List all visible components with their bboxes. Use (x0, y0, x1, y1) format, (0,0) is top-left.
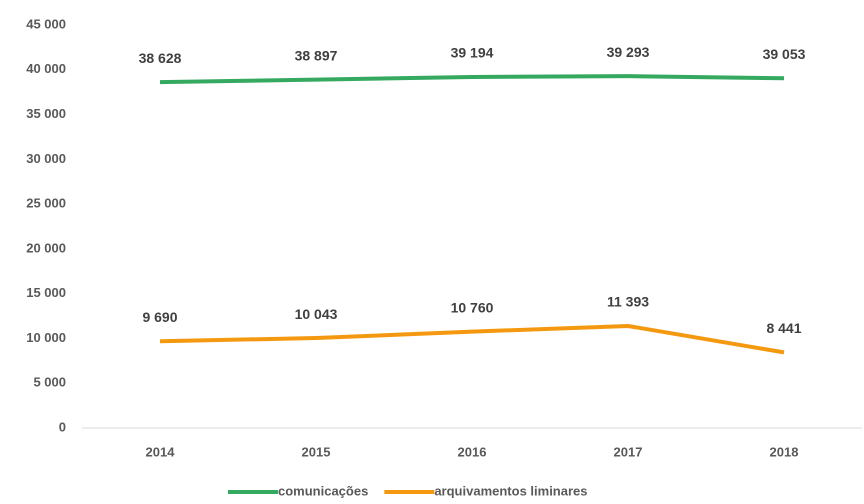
data-label: 39 194 (451, 45, 494, 61)
y-tick-label: 40 000 (26, 61, 66, 76)
x-tick-label: 2014 (146, 444, 176, 459)
data-label: 38 897 (295, 47, 338, 63)
y-tick-label: 15 000 (26, 285, 66, 300)
x-tick-label: 2018 (770, 444, 799, 459)
x-tick-label: 2015 (302, 444, 331, 459)
data-label: 39 293 (607, 44, 650, 60)
x-tick-label: 2016 (458, 444, 487, 459)
y-tick-label: 45 000 (26, 16, 66, 31)
data-label: 9 690 (142, 309, 177, 325)
y-tick-label: 10 000 (26, 330, 66, 345)
y-tick-label: 25 000 (26, 196, 66, 211)
legend-label: arquivamentos liminares (434, 483, 587, 498)
series-line (159, 323, 785, 355)
data-label: 8 441 (766, 320, 801, 336)
data-label: 10 043 (295, 306, 338, 322)
x-tick-label: 2017 (614, 444, 643, 459)
data-label: 11 393 (607, 294, 649, 310)
data-label: 38 628 (139, 50, 182, 66)
legend-label: comunicações (278, 483, 368, 498)
y-tick-label: 30 000 (26, 151, 66, 166)
y-tick-label: 20 000 (26, 240, 66, 255)
data-label: 39 053 (763, 46, 806, 62)
series-line (159, 74, 785, 85)
y-tick-label: 5 000 (33, 375, 66, 390)
y-tick-label: 35 000 (26, 106, 66, 121)
data-label: 10 760 (451, 299, 494, 315)
y-tick-label: 0 (59, 419, 66, 434)
